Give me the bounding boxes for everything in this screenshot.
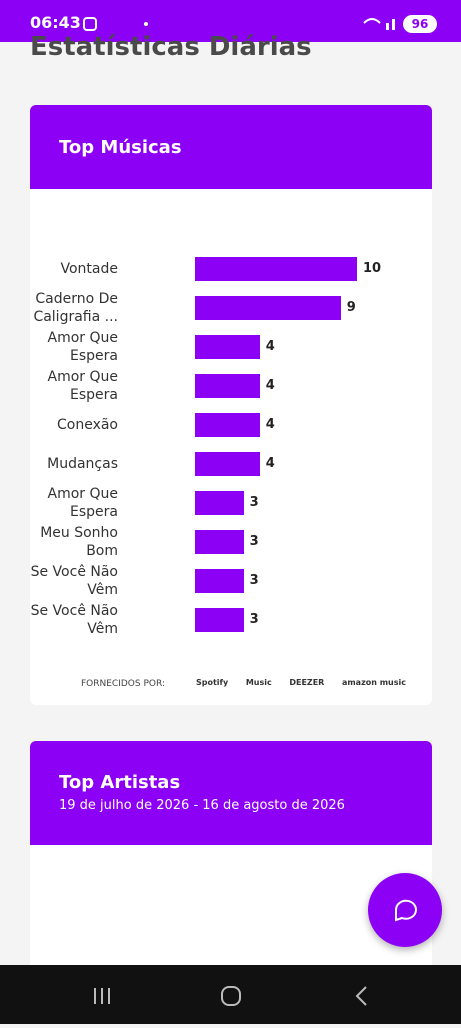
card-subtitle: 19 de julho de 2026 - 16 de agosto de 20… xyxy=(59,798,345,813)
recent-apps[interactable] xyxy=(94,988,110,1004)
signal-icons xyxy=(363,18,395,30)
value-label: 10 xyxy=(363,261,382,276)
value-label: 4 xyxy=(265,378,275,393)
value-label: 3 xyxy=(249,612,259,627)
value-label: 3 xyxy=(249,495,259,510)
value-label: 3 xyxy=(249,573,259,588)
provider-logo: Spotify xyxy=(196,678,229,687)
bar xyxy=(195,296,341,320)
chat-button[interactable] xyxy=(368,873,442,947)
category-label: Se Você Não Vêm xyxy=(30,603,118,637)
status-bar: 06:43 96 xyxy=(0,0,461,42)
bar xyxy=(195,374,260,398)
bar xyxy=(195,530,244,554)
top-artists-card: Top Artistas 19 de julho de 2026 - 16 de… xyxy=(30,741,432,971)
provider-logo: Music xyxy=(245,678,272,687)
value-label: 4 xyxy=(265,339,275,354)
back[interactable] xyxy=(355,986,367,1006)
providers-label: FORNECIDOS POR: xyxy=(81,679,165,689)
value-label: 4 xyxy=(265,456,275,471)
card-header: Top Artistas 19 de julho de 2026 - 16 de… xyxy=(30,741,432,845)
card-title: Top Artistas xyxy=(59,772,181,793)
category-label: Se Você Não Vêm xyxy=(30,564,118,598)
category-label: Caderno De Caligrafia ... xyxy=(33,291,118,325)
provider-logo: DEEZER xyxy=(289,678,325,687)
category-label: Amor Que Espera xyxy=(47,330,119,364)
home[interactable] xyxy=(221,986,241,1006)
bar xyxy=(195,608,244,632)
bar xyxy=(195,257,357,281)
provider-logo: amazon music xyxy=(341,678,406,687)
category-label: Vontade xyxy=(60,261,119,277)
value-label: 9 xyxy=(346,300,356,315)
category-label: Meu Sonho Bom xyxy=(40,525,118,559)
bar xyxy=(195,491,244,515)
bar-chart: Vontade 10 Caderno De Caligrafia ... 9 Amor … xyxy=(30,189,432,705)
provider-logos: Spotify Music DEEZER amazon music xyxy=(196,678,406,687)
category-label: Amor Que Espera xyxy=(47,369,119,403)
value-label: 4 xyxy=(265,417,275,432)
bar xyxy=(195,335,260,359)
value-label: 3 xyxy=(249,534,259,549)
bar xyxy=(195,452,260,476)
time: 06:43 xyxy=(30,13,81,32)
category-label: Conexão xyxy=(56,417,118,433)
nav-bar xyxy=(0,965,461,1024)
status-icons xyxy=(80,16,148,31)
card-header: Top Músicas xyxy=(30,105,432,189)
page-title: Estatísticas Diárias xyxy=(30,32,312,62)
card-title: Top Músicas xyxy=(59,137,182,158)
bar xyxy=(195,569,244,593)
top-songs-card: Top Músicas Vontade 10 Caderno De Caligraf… xyxy=(30,105,432,705)
bar xyxy=(195,413,260,437)
category-label: Amor Que Espera xyxy=(47,486,119,520)
battery: 96 xyxy=(403,15,437,33)
category-label: Mudanças xyxy=(47,456,118,472)
